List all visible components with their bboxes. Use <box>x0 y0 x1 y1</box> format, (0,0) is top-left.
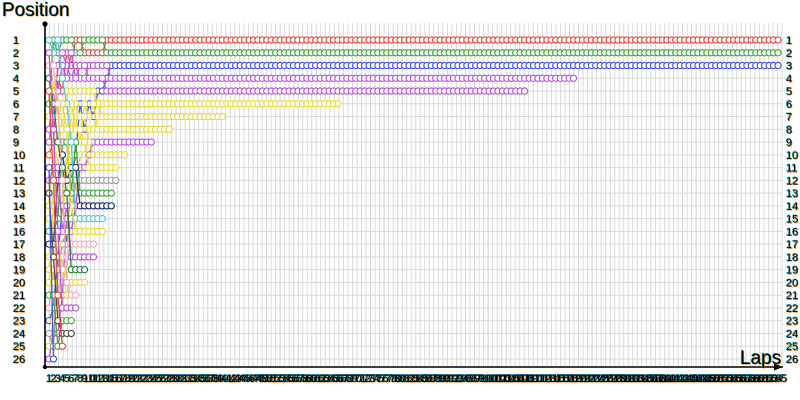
svg-text:Laps: Laps <box>740 348 781 369</box>
svg-text:165: 165 <box>769 373 787 385</box>
svg-text:4: 4 <box>786 73 792 85</box>
svg-text:26: 26 <box>13 354 25 366</box>
svg-text:1: 1 <box>13 35 19 47</box>
svg-text:14: 14 <box>13 201 25 213</box>
svg-text:5: 5 <box>786 86 792 98</box>
svg-text:5: 5 <box>13 86 19 98</box>
svg-text:17: 17 <box>786 239 798 251</box>
svg-text:12: 12 <box>13 175 25 187</box>
svg-text:24: 24 <box>13 329 25 341</box>
svg-text:11: 11 <box>13 163 24 175</box>
svg-text:9: 9 <box>786 137 792 149</box>
svg-text:16: 16 <box>13 226 25 238</box>
svg-text:21: 21 <box>13 290 25 302</box>
svg-text:20: 20 <box>786 277 798 289</box>
svg-text:11: 11 <box>786 163 797 175</box>
svg-text:10: 10 <box>13 150 25 162</box>
svg-text:15: 15 <box>13 214 25 226</box>
svg-text:12: 12 <box>786 175 798 187</box>
svg-text:13: 13 <box>786 188 798 200</box>
svg-text:7: 7 <box>13 112 19 124</box>
svg-text:9: 9 <box>13 137 19 149</box>
svg-text:23: 23 <box>13 316 25 328</box>
svg-text:7: 7 <box>786 112 792 124</box>
svg-text:8: 8 <box>13 124 19 136</box>
svg-text:1: 1 <box>786 35 792 47</box>
svg-text:2: 2 <box>13 48 19 60</box>
svg-text:17: 17 <box>13 239 25 251</box>
svg-text:3: 3 <box>786 61 792 73</box>
svg-text:6: 6 <box>13 99 19 111</box>
svg-text:4: 4 <box>13 73 19 85</box>
svg-text:13: 13 <box>13 188 25 200</box>
svg-text:15: 15 <box>786 214 798 226</box>
svg-text:22: 22 <box>13 303 25 315</box>
svg-text:14: 14 <box>786 201 798 213</box>
svg-text:23: 23 <box>786 316 798 328</box>
svg-text:Position: Position <box>2 0 70 21</box>
svg-text:2: 2 <box>786 48 792 60</box>
svg-text:25: 25 <box>786 341 798 353</box>
svg-text:25: 25 <box>13 341 25 353</box>
svg-text:21: 21 <box>786 290 798 302</box>
svg-text:3: 3 <box>13 61 19 73</box>
svg-text:18: 18 <box>13 252 25 264</box>
svg-text:16: 16 <box>786 226 798 238</box>
svg-text:24: 24 <box>786 329 798 341</box>
svg-text:8: 8 <box>786 124 792 136</box>
svg-text:26: 26 <box>786 354 798 366</box>
svg-text:22: 22 <box>786 303 798 315</box>
svg-text:20: 20 <box>13 277 25 289</box>
svg-text:18: 18 <box>786 252 798 264</box>
svg-text:19: 19 <box>13 265 25 277</box>
svg-text:6: 6 <box>786 99 792 111</box>
svg-text:19: 19 <box>786 265 798 277</box>
svg-text:10: 10 <box>786 150 798 162</box>
